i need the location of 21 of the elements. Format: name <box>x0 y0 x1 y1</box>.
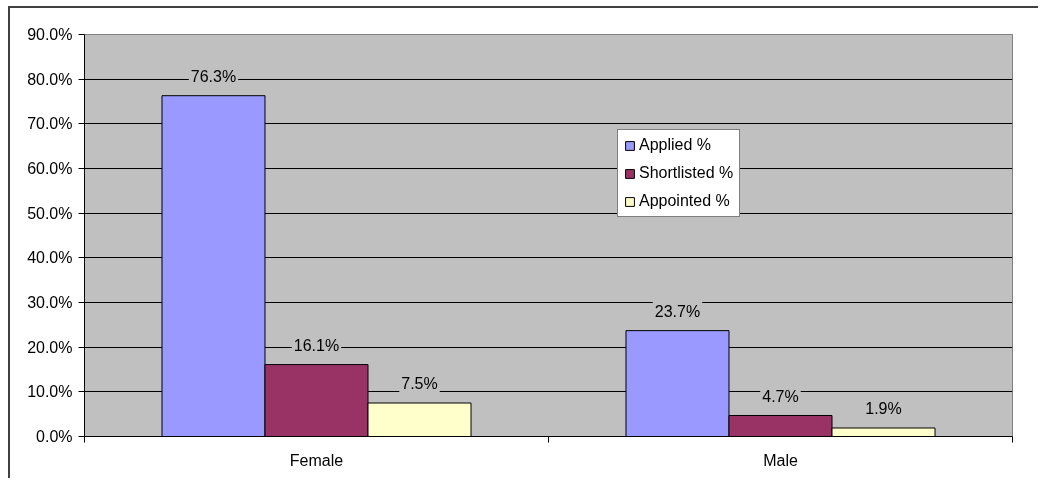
y-tick-label: 40.0% <box>27 249 73 267</box>
x-tick-label: Male <box>763 451 798 469</box>
y-tick-label: 30.0% <box>27 294 73 311</box>
y-tick-label: 20.0% <box>27 338 73 356</box>
x-tick-label: Female <box>289 451 344 469</box>
legend-label: Applied % <box>639 136 712 154</box>
y-tick-label: 60.0% <box>27 160 73 177</box>
y-tick-label: 90.0% <box>27 26 73 43</box>
legend-label: Appointed % <box>639 192 730 210</box>
data-label: 7.5% <box>401 375 438 392</box>
y-tick-label: 70.0% <box>27 115 73 133</box>
y-tick-label: 10.0% <box>27 383 73 401</box>
legend-label: Shortlisted % <box>639 164 734 182</box>
data-label: 76.3% <box>190 67 237 85</box>
y-tick-label: 50.0% <box>27 204 73 222</box>
data-label: 16.1% <box>293 336 340 354</box>
data-label: 1.9% <box>865 400 902 418</box>
data-label: 23.7% <box>654 302 701 320</box>
y-tick-label: 0.0% <box>36 428 73 445</box>
data-label: 4.7% <box>762 387 799 405</box>
y-tick-label: 80.0% <box>27 70 73 88</box>
